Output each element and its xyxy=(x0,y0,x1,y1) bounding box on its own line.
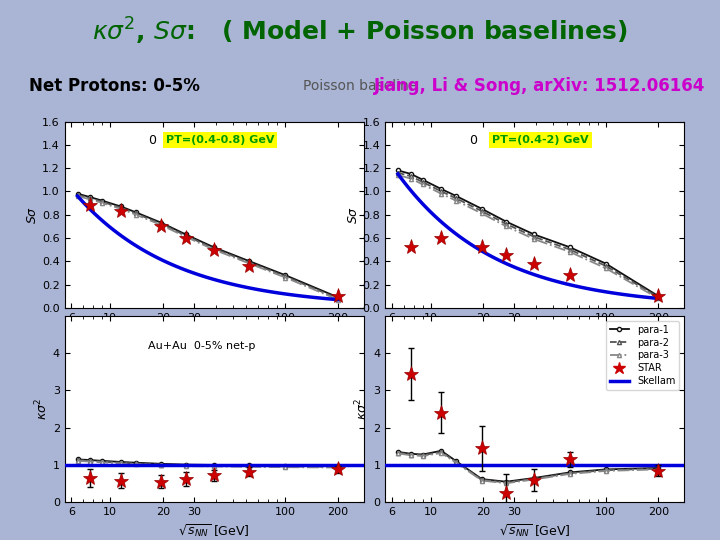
Text: Poisson baseline: Poisson baseline xyxy=(303,79,417,93)
Y-axis label: $S\sigma$: $S\sigma$ xyxy=(27,206,40,224)
X-axis label: $\sqrt{s_{NN}}$ [GeV]: $\sqrt{s_{NN}}$ [GeV] xyxy=(179,523,250,539)
Y-axis label: $S\sigma$: $S\sigma$ xyxy=(347,206,360,224)
Text: 0: 0 xyxy=(148,134,156,147)
Text: Jiang, Li & Song, arXiv: 1512.06164: Jiang, Li & Song, arXiv: 1512.06164 xyxy=(374,77,706,96)
Text: PT=(0.4-2) GeV: PT=(0.4-2) GeV xyxy=(492,135,589,145)
Text: Au+Au  0-5% net-p: Au+Au 0-5% net-p xyxy=(148,341,256,352)
Text: 0: 0 xyxy=(469,134,477,147)
Text: $\kappa\sigma^2$, $S\sigma$:   ( Model + Poisson baselines): $\kappa\sigma^2$, $S\sigma$: ( Model + P… xyxy=(92,16,628,46)
Legend: para-1, para-2, para-3, STAR, Skellam: para-1, para-2, para-3, STAR, Skellam xyxy=(606,321,679,390)
Text: Net Protons: 0-5%: Net Protons: 0-5% xyxy=(29,77,199,96)
Text: PT=(0.4-0.8) GeV: PT=(0.4-0.8) GeV xyxy=(166,135,274,145)
X-axis label: $\sqrt{s_{NN}}$ [GeV]: $\sqrt{s_{NN}}$ [GeV] xyxy=(499,523,570,539)
Y-axis label: $\kappa\sigma^2$: $\kappa\sigma^2$ xyxy=(354,398,370,420)
Y-axis label: $\kappa\sigma^2$: $\kappa\sigma^2$ xyxy=(33,398,50,420)
